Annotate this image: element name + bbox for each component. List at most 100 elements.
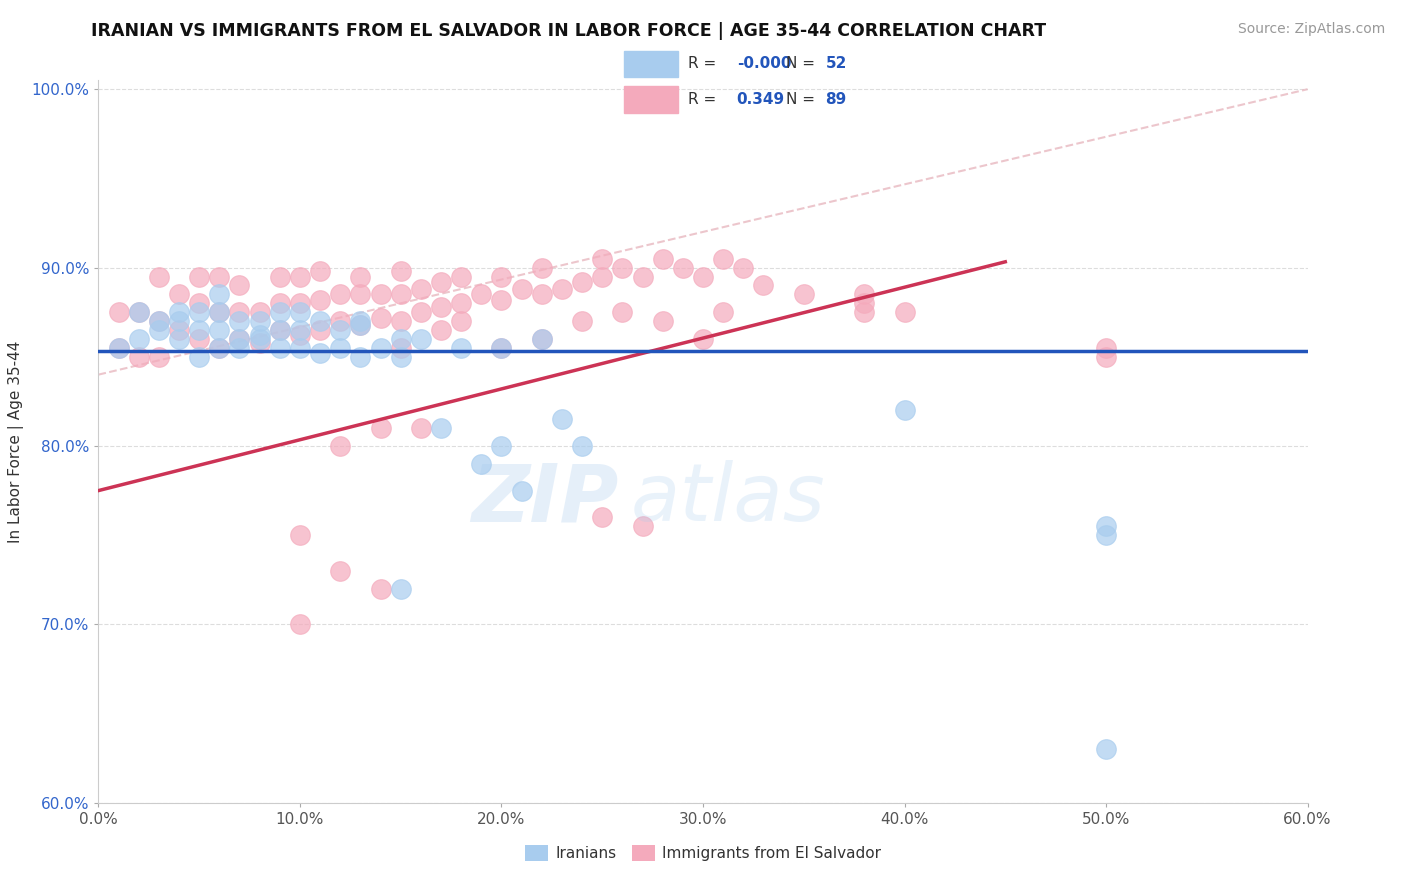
Point (188, 332, 211, 346)
Text: ZIP: ZIP (471, 460, 619, 539)
Point (409, 282, 432, 296)
Point (853, 305, 876, 319)
Point (389, 582, 412, 596)
Point (208, 269, 231, 284)
Point (389, 264, 412, 278)
Point (208, 287, 231, 301)
Point (349, 287, 371, 301)
Point (349, 314, 371, 328)
Point (208, 341, 231, 355)
Point (167, 287, 190, 301)
Point (269, 305, 291, 319)
Point (651, 252, 673, 266)
Text: R =: R = (688, 92, 721, 107)
Point (329, 314, 352, 328)
Text: 52: 52 (825, 56, 846, 71)
Point (167, 305, 190, 319)
Point (329, 341, 352, 355)
Point (167, 314, 190, 328)
Text: Source: ZipAtlas.com: Source: ZipAtlas.com (1237, 22, 1385, 37)
Point (329, 287, 352, 301)
Point (450, 314, 472, 328)
Point (228, 332, 250, 346)
Point (491, 341, 513, 355)
Point (370, 582, 392, 596)
Point (249, 328, 271, 343)
Point (288, 305, 311, 319)
Point (349, 318, 371, 332)
Text: N =: N = (786, 92, 820, 107)
Point (370, 421, 392, 435)
Text: -0.000: -0.000 (737, 56, 792, 71)
Point (551, 282, 574, 296)
Point (409, 305, 432, 319)
Point (228, 332, 250, 346)
Point (107, 341, 129, 355)
Point (1095, 519, 1118, 533)
Point (510, 282, 533, 296)
Point (148, 314, 170, 328)
Point (128, 305, 150, 319)
Point (692, 332, 714, 346)
Point (269, 296, 291, 310)
Point (269, 323, 291, 337)
Point (309, 264, 332, 278)
Point (591, 510, 613, 524)
Point (370, 287, 392, 301)
Point (128, 332, 150, 346)
Point (793, 287, 815, 301)
Point (309, 314, 332, 328)
Point (128, 305, 150, 319)
Point (228, 341, 250, 355)
Point (672, 260, 695, 275)
Point (409, 421, 432, 435)
Point (491, 269, 513, 284)
Point (711, 252, 734, 266)
Point (188, 323, 211, 337)
Point (389, 287, 412, 301)
Point (228, 305, 250, 319)
Point (470, 457, 492, 471)
Point (188, 296, 211, 310)
Point (389, 332, 412, 346)
Point (249, 305, 271, 319)
Point (167, 323, 190, 337)
Point (329, 439, 352, 453)
Point (269, 323, 291, 337)
Point (288, 296, 311, 310)
Point (1095, 341, 1118, 355)
Point (551, 412, 574, 426)
Point (1095, 350, 1118, 364)
Point (107, 341, 129, 355)
Point (269, 269, 291, 284)
Point (249, 314, 271, 328)
Point (309, 346, 332, 360)
Text: R =: R = (688, 56, 721, 71)
Point (167, 332, 190, 346)
Point (530, 260, 553, 275)
Point (692, 269, 714, 284)
Point (430, 421, 453, 435)
Point (148, 350, 170, 364)
Point (148, 314, 170, 328)
Point (288, 341, 311, 355)
Point (107, 305, 129, 319)
Point (571, 314, 593, 328)
Point (591, 252, 613, 266)
Point (188, 350, 211, 364)
Text: 89: 89 (825, 92, 846, 107)
Point (631, 519, 654, 533)
Point (612, 260, 634, 275)
Point (893, 403, 915, 417)
Point (409, 332, 432, 346)
Point (288, 617, 311, 632)
Point (288, 323, 311, 337)
Point (148, 269, 170, 284)
Point (853, 287, 876, 301)
Point (228, 278, 250, 293)
Point (711, 305, 734, 319)
Point (510, 483, 533, 498)
Point (1095, 742, 1118, 756)
Point (893, 305, 915, 319)
Point (530, 332, 553, 346)
